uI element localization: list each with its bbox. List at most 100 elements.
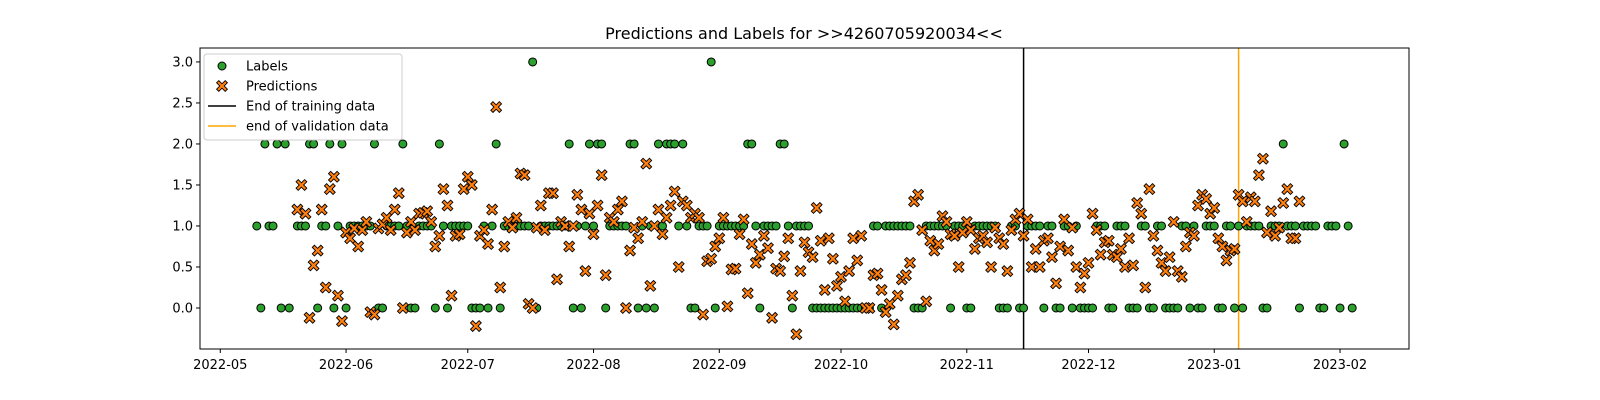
label-point xyxy=(475,303,485,313)
prediction-point xyxy=(498,240,511,253)
y-tick-label: 0.0 xyxy=(172,301,193,316)
y-axis: 0.0 0.5 1.0 1.5 2.0 2.5 3.0 xyxy=(172,55,200,316)
label-point xyxy=(1197,303,1207,313)
prediction-point xyxy=(834,270,848,283)
label-point xyxy=(491,139,501,149)
label-point xyxy=(1311,221,1321,231)
prediction-point xyxy=(1021,213,1034,226)
prediction-point xyxy=(344,232,357,245)
prediction-point xyxy=(445,289,458,302)
prediction-point xyxy=(741,287,754,300)
label-point xyxy=(268,221,278,231)
prediction-point xyxy=(465,178,478,191)
label-point xyxy=(1290,221,1300,231)
label-point xyxy=(1185,303,1195,313)
prediction-point xyxy=(826,252,839,265)
prediction-point xyxy=(960,215,973,228)
prediction-point xyxy=(1139,281,1152,294)
label-point xyxy=(629,139,639,149)
prediction-point xyxy=(1248,195,1261,208)
y-tick-label: 1.5 xyxy=(172,178,193,193)
label-point xyxy=(495,303,505,313)
prediction-point xyxy=(1252,169,1265,182)
x-tick-label: 2022-10 xyxy=(814,358,868,373)
prediction-point xyxy=(477,224,491,237)
label-point xyxy=(682,221,692,231)
prediction-point xyxy=(879,306,892,319)
prediction-point xyxy=(717,211,730,224)
prediction-point xyxy=(1118,260,1132,274)
label-point xyxy=(378,303,388,313)
prediction-point xyxy=(1179,240,1192,253)
prediction-point xyxy=(315,203,328,216)
prediction-point xyxy=(506,221,519,234)
prediction-point xyxy=(1155,256,1168,269)
x-tick-label: 2023-01 xyxy=(1187,358,1241,373)
prediction-point xyxy=(575,203,588,216)
prediction-point xyxy=(697,308,710,321)
legend-label: End of training data xyxy=(246,100,375,115)
prediction-point xyxy=(380,211,393,224)
label-point xyxy=(905,221,915,231)
label-point xyxy=(256,303,266,313)
prediction-point xyxy=(356,224,369,237)
prediction-point xyxy=(1045,251,1059,264)
prediction-point xyxy=(437,183,450,196)
prediction-point xyxy=(510,211,523,224)
label-point xyxy=(1319,303,1329,313)
label-point xyxy=(601,303,611,313)
prediction-point xyxy=(518,169,531,182)
prediction-point xyxy=(1001,265,1014,278)
prediction-point xyxy=(546,187,559,200)
prediction-point xyxy=(388,203,401,216)
label-point xyxy=(1343,221,1353,231)
label-point xyxy=(787,303,797,313)
label-point xyxy=(276,303,286,313)
prediction-point xyxy=(611,203,624,216)
prediction-point xyxy=(818,283,831,296)
prediction-point xyxy=(822,232,835,245)
prediction-point xyxy=(1058,213,1071,226)
prediction-point xyxy=(461,170,474,183)
prediction-point xyxy=(778,250,791,263)
prediction-point xyxy=(550,273,564,286)
label-point xyxy=(1108,303,1118,313)
y-tick-label: 1.0 xyxy=(172,219,193,234)
label-point xyxy=(702,221,712,231)
prediction-point xyxy=(660,211,673,224)
label-point xyxy=(1067,303,1077,313)
prediction-point xyxy=(997,237,1010,251)
prediction-point xyxy=(981,236,994,249)
label-point xyxy=(1238,303,1248,313)
x-tick-label: 2022-07 xyxy=(441,358,495,373)
prediction-point xyxy=(587,228,600,241)
prediction-point xyxy=(331,289,344,302)
label-point xyxy=(564,139,574,149)
prediction-point xyxy=(887,318,900,331)
prediction-point xyxy=(968,242,981,255)
prediction-point xyxy=(1175,270,1188,283)
prediction-point xyxy=(400,226,413,239)
prediction-point xyxy=(709,240,722,253)
prediction-point xyxy=(899,269,912,282)
prediction-point xyxy=(668,185,681,198)
prediction-point xyxy=(433,229,446,242)
label-point xyxy=(747,139,757,149)
prediction-point xyxy=(360,215,373,228)
prediction-point xyxy=(1260,226,1274,239)
prediction-point xyxy=(1074,281,1087,294)
prediction-point xyxy=(632,232,645,245)
prediction-point xyxy=(640,157,653,170)
prediction-point xyxy=(319,281,332,294)
prediction-point xyxy=(733,228,746,241)
prediction-point xyxy=(1127,259,1140,272)
prediction-point xyxy=(766,311,779,324)
label-point xyxy=(674,221,684,231)
label-point xyxy=(966,303,976,313)
legend: Labels Predictions End of training data end… xyxy=(203,53,403,141)
prediction-point xyxy=(1090,224,1103,237)
prediction-point xyxy=(648,219,661,233)
legend-item: Labels xyxy=(217,60,288,75)
prediction-point xyxy=(1187,229,1201,242)
prediction-point xyxy=(1208,201,1221,214)
